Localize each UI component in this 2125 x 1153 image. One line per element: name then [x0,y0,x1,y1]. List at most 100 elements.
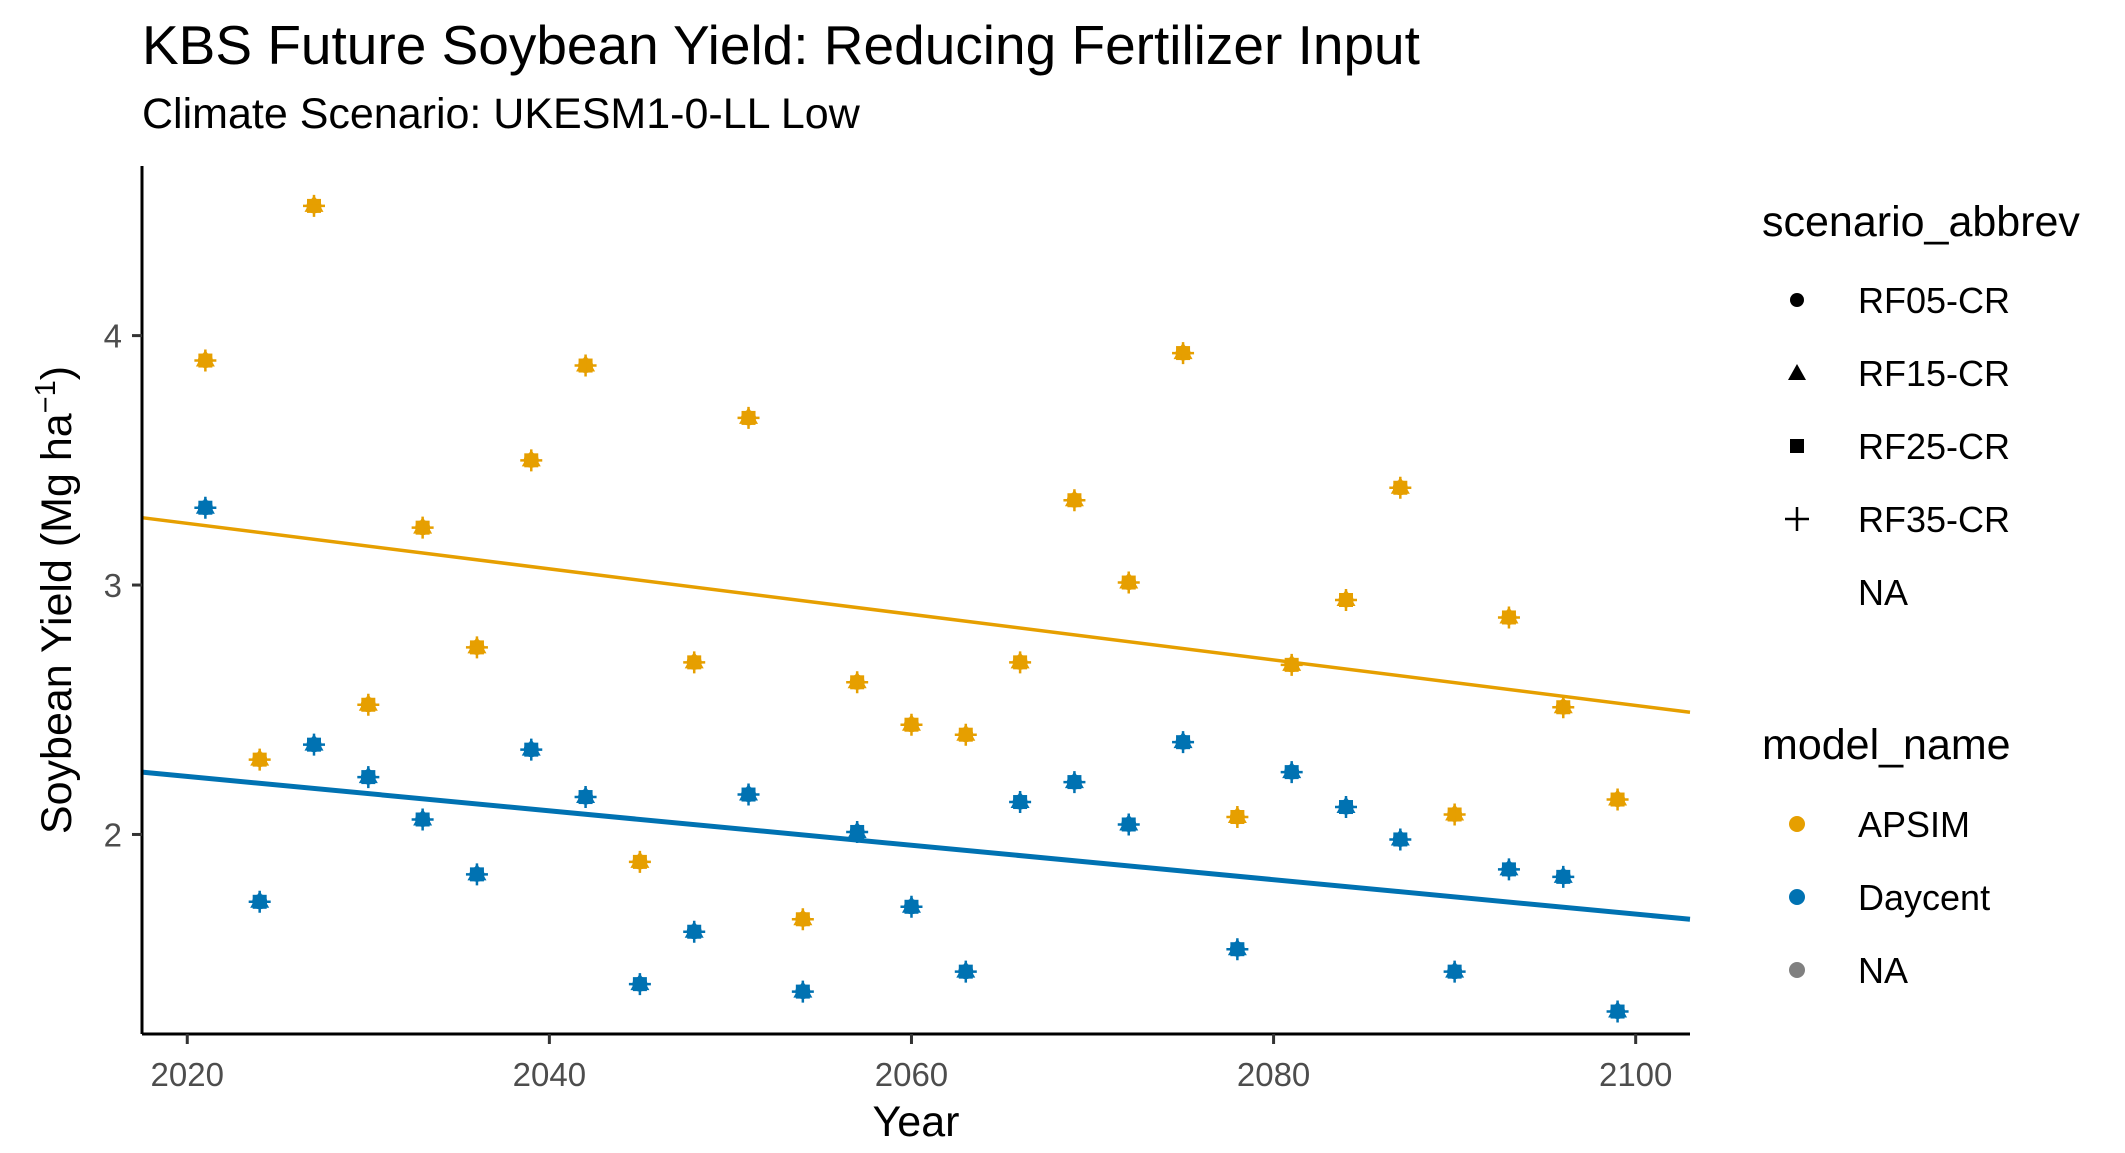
plot-marks [141,194,1691,1023]
legend-label: RF25-CR [1858,426,2010,467]
data-point [248,748,271,771]
legend-label: RF15-CR [1858,353,2010,394]
legend-item-rf05: RF05-CR [1790,280,2010,321]
axis-ticks: 2020 2040 2060 2080 2100 2 3 4 [104,318,1673,1093]
data-point [520,449,543,472]
trend-line [141,515,1691,714]
plus-key-icon [1785,507,1809,531]
data-point [1497,858,1520,881]
legend-item-na-color: NA [1789,950,1908,991]
legend-label: RF05-CR [1858,280,2010,321]
data-point [1117,813,1140,836]
legend-item-rf25: RF25-CR [1790,426,2010,467]
data-point [1497,606,1520,629]
y-axis-title-main: Soybean Yield (Mg ha [33,413,81,834]
data-point [1172,731,1195,754]
legend-item-daycent: Daycent [1789,877,1990,918]
data-point [520,738,543,761]
color-legend: model_name APSIM Daycent NA [1762,721,2011,991]
legend-label: NA [1858,950,1908,991]
x-tick-label: 2020 [151,1056,224,1093]
data-point [1117,571,1140,594]
data-point [1389,828,1412,851]
triangle-key-icon [1788,364,1806,380]
y-tick-label: 4 [104,318,122,355]
data-point [194,496,217,519]
data-point [791,908,814,931]
x-tick-label: 2080 [1237,1056,1310,1093]
y-axis-title-close: ) [33,366,81,380]
data-point [303,733,325,756]
data-point [465,636,488,659]
data-point [1280,653,1303,676]
shape-legend-title: scenario_abbrev [1762,198,2080,246]
data-point [628,973,651,996]
data-point [628,850,651,873]
legend-item-na-shape: NA [1858,572,1908,613]
y-tick-label: 3 [104,567,122,604]
legend-item-apsim: APSIM [1789,804,1970,845]
apsim-key-icon [1789,816,1805,832]
series-daycent [141,496,1691,1023]
y-axis-title-superscript: −1 [30,380,62,413]
data-point [1335,796,1357,819]
data-point [1009,651,1032,674]
data-point [357,693,380,716]
data-point [954,960,977,983]
chart-title: KBS Future Soybean Yield: Reducing Ferti… [142,14,1420,76]
data-point [846,671,869,694]
color-legend-title: model_name [1762,721,2011,769]
daycent-key-icon [1789,889,1805,905]
x-tick-label: 2060 [875,1056,948,1093]
legend-label: Daycent [1858,877,1990,918]
data-point [1172,342,1195,365]
data-point [737,406,760,429]
data-point [1335,589,1357,611]
x-tick-label: 2040 [513,1056,586,1093]
data-point [1606,788,1629,811]
data-point [248,890,271,913]
x-axis-title: Year [873,1098,960,1146]
data-point [1226,806,1249,828]
data-point [411,808,434,831]
series-apsim [141,194,1691,931]
chart-subtitle: Climate Scenario: UKESM1-0-LL Low [142,90,860,138]
shape-legend: scenario_abbrev RF05-CR RF15-CR RF25-CR … [1762,198,2080,613]
data-point [1606,1000,1629,1023]
y-axis-title: Soybean Yield (Mg ha−1) [30,366,81,834]
data-point [1443,803,1466,826]
x-tick-label: 2100 [1599,1056,1672,1093]
data-point [1009,791,1032,814]
data-point [1063,489,1086,512]
data-point [683,651,706,674]
data-point [303,194,325,217]
na-key-icon [1789,962,1805,978]
legend-item-rf15: RF15-CR [1788,353,2010,394]
data-point [1226,938,1249,961]
legend-label: RF35-CR [1858,499,2010,540]
data-point [194,349,217,372]
data-point [465,863,488,886]
square-key-icon [1790,439,1804,453]
data-point [846,820,869,843]
data-point [954,723,977,746]
legend-label: NA [1858,572,1908,613]
data-point [1552,696,1575,719]
trend-line [141,769,1691,922]
data-point [411,516,434,539]
data-point [1063,771,1086,794]
circle-key-icon [1790,293,1804,307]
data-point [574,354,597,377]
data-point [683,920,706,943]
data-point [1280,761,1303,784]
data-point [900,713,923,736]
legend-label: APSIM [1858,804,1970,845]
data-point [900,895,923,918]
data-point [1443,960,1466,983]
data-point [357,766,380,789]
data-point [737,783,760,806]
legend-item-rf35: RF35-CR [1785,499,2010,540]
data-point [1552,865,1575,888]
data-point [574,786,597,809]
data-point [791,980,814,1003]
